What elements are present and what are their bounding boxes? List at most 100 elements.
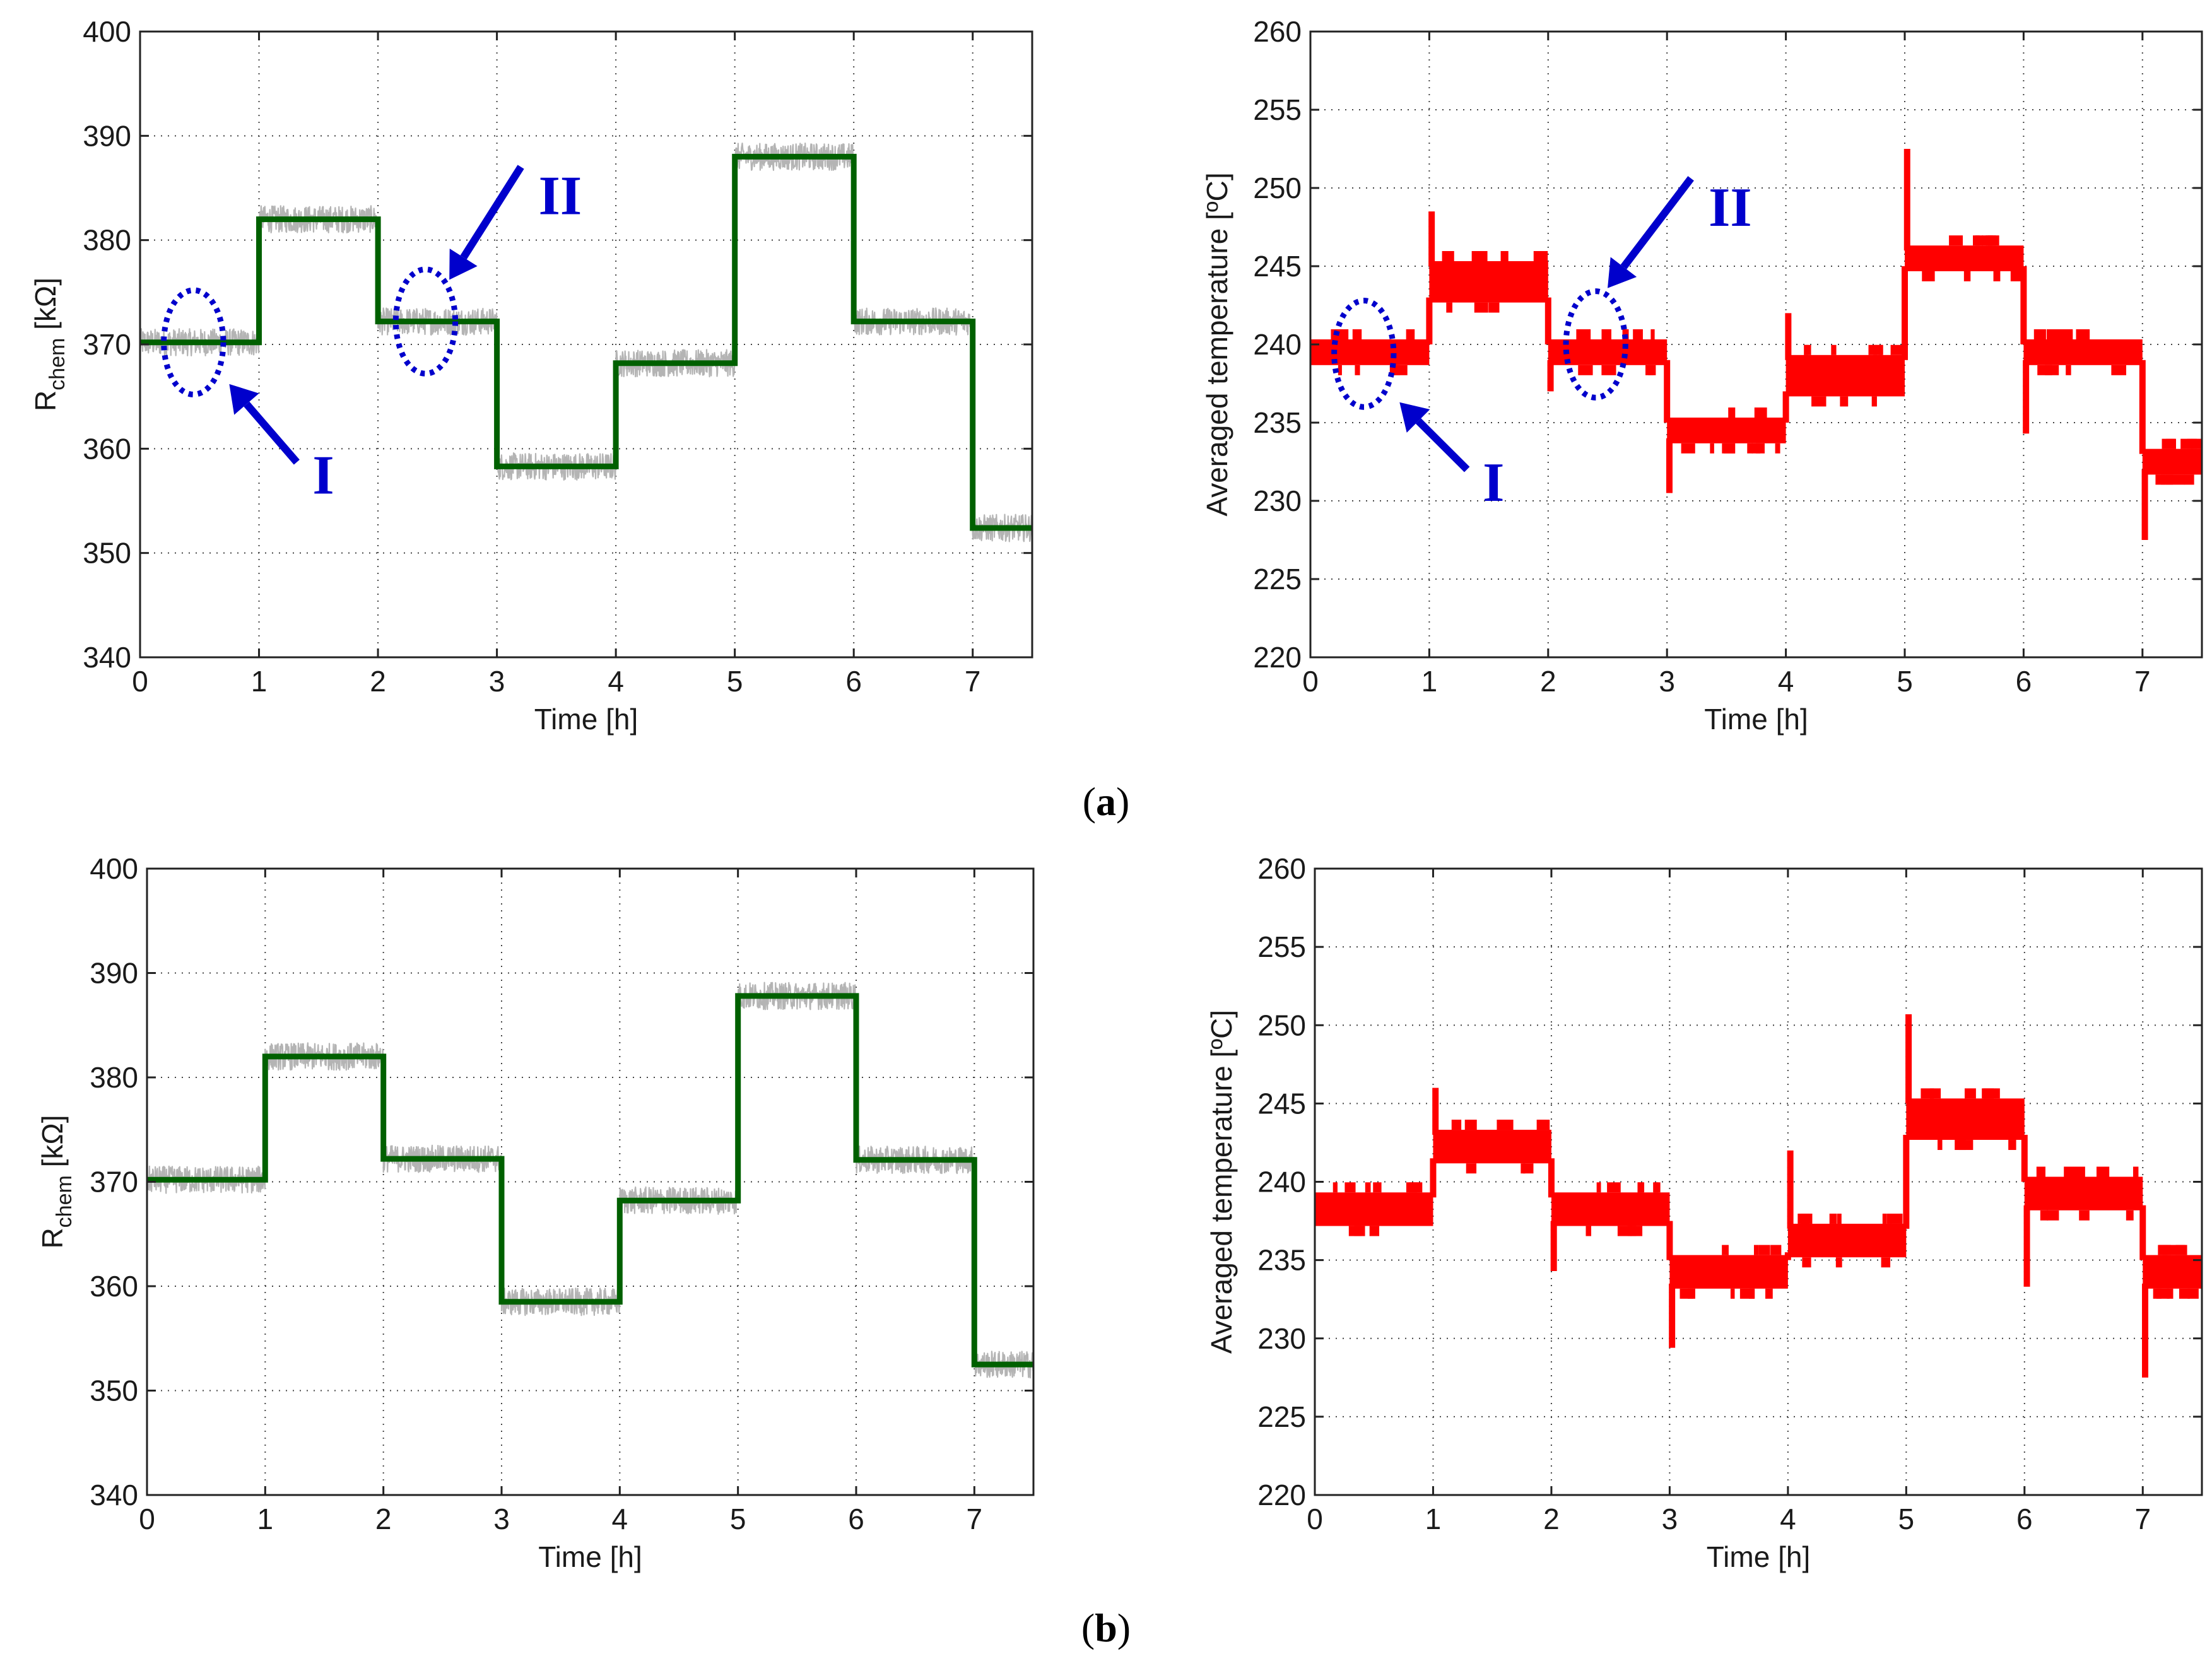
y-tick-label: 225 <box>1253 563 1302 595</box>
temperature-band <box>1551 1192 1670 1226</box>
temperature-flicker <box>1937 1140 1943 1151</box>
temperature-flicker <box>1451 1120 1462 1130</box>
temperature-flicker <box>1541 1120 1550 1130</box>
y-tick-label: 350 <box>83 537 131 570</box>
temperature-spike <box>1666 438 1673 493</box>
temperature-flicker <box>2187 1288 2199 1299</box>
panel-label-close: ) <box>1116 779 1129 824</box>
x-tick-label: 4 <box>612 1503 628 1535</box>
series-filtered-line <box>147 993 1033 1368</box>
temperature-spike <box>1905 1014 1912 1104</box>
temperature-spike <box>2142 1283 2149 1378</box>
x-axis-label: Time [h] <box>538 1540 642 1573</box>
temperature-flicker <box>1993 271 2001 281</box>
y-axis-label-sub: chem <box>52 1175 76 1228</box>
temperature-flicker <box>1637 1182 1645 1193</box>
temperature-band <box>1905 245 2024 271</box>
annotation-label: I <box>312 445 334 507</box>
temperature-flicker <box>1995 1088 2000 1099</box>
annotation-I: I <box>1331 298 1504 513</box>
y-tick-label: 360 <box>90 1270 138 1303</box>
temperature-flicker <box>2066 365 2071 375</box>
temperature-flicker <box>1503 251 1509 261</box>
y-tick-label: 230 <box>1253 484 1302 517</box>
temperature-flicker <box>2111 365 2126 375</box>
y-tick-label: 370 <box>83 328 131 361</box>
temperature-transition <box>1426 297 1433 344</box>
temperature-transition <box>1902 266 1908 360</box>
temperature-flicker <box>1601 365 1616 375</box>
temperature-flicker <box>1722 1245 1729 1255</box>
temperature-flicker <box>1653 1182 1659 1193</box>
temperature-flicker <box>1442 251 1454 261</box>
x-tick-label: 3 <box>1662 1503 1678 1535</box>
y-tick-label: 390 <box>83 119 131 152</box>
chart-b-right: 0 1 2 3 4 5 6 7 220 225 230 235 240 245 250 255 260 Time … <box>1205 852 2203 1573</box>
temperature-spike <box>1787 1150 1794 1229</box>
temperature-flicker <box>1882 1213 1887 1224</box>
y-tick-label: 245 <box>1257 1087 1306 1120</box>
temperature-flicker <box>1635 329 1643 339</box>
temperature-flicker <box>1964 1088 1976 1099</box>
temperature-flicker <box>1681 443 1695 454</box>
plot-area <box>140 32 1032 657</box>
temperature-flicker <box>1710 443 1714 454</box>
temperature-flicker <box>2158 1245 2171 1255</box>
temperature-flicker <box>1831 344 1837 355</box>
temperature-flicker <box>2133 1166 2139 1177</box>
temperature-flicker <box>1578 365 1593 375</box>
temperature-flicker <box>1521 1163 1526 1174</box>
temperature-flicker <box>1585 1226 1592 1236</box>
x-tick-label: 7 <box>2134 665 2151 698</box>
temperature-flicker <box>1730 1288 1735 1299</box>
temperature-flicker <box>1446 302 1453 313</box>
temperature-flicker <box>1466 1163 1477 1174</box>
temperature-flicker <box>1355 365 1360 375</box>
x-tick-label: 2 <box>1540 665 1556 698</box>
temperature-flicker <box>2033 329 2046 339</box>
y-tick-label: 250 <box>1253 172 1302 204</box>
temperature-flicker <box>1811 396 1827 407</box>
y-tick-label: 340 <box>83 641 131 674</box>
x-tick-label: 2 <box>1543 1503 1560 1535</box>
temperature-band <box>2143 1255 2202 1289</box>
annotation-label: II <box>539 166 582 227</box>
temperature-flicker <box>1622 329 1629 339</box>
x-tick-label: 7 <box>965 665 981 698</box>
temperature-flicker <box>2180 438 2194 449</box>
temperature-flicker <box>1765 1288 1773 1299</box>
x-tick-label: 5 <box>1898 1503 1915 1535</box>
temperature-band <box>1787 1223 1907 1258</box>
y-tick-label: 240 <box>1257 1166 1306 1199</box>
temperature-flicker <box>1533 251 1547 261</box>
temperature-flicker <box>1963 271 1971 281</box>
temperature-flicker <box>2079 1210 2090 1221</box>
temperature-transition <box>1903 1135 1910 1229</box>
temperature-flicker <box>1770 1245 1782 1255</box>
temperature-band <box>1669 1255 1788 1289</box>
temperature-transition <box>2139 1205 2146 1260</box>
y-tick-label: 370 <box>90 1166 138 1199</box>
temperature-flicker <box>1406 1182 1418 1193</box>
y-tick-label: 220 <box>1253 641 1302 674</box>
annotation-ellipse <box>161 287 226 397</box>
temperature-flicker <box>2096 1166 2110 1177</box>
x-tick-label: 5 <box>730 1503 746 1535</box>
temperature-transition <box>1782 391 1789 423</box>
temperature-flicker <box>1890 1213 1903 1224</box>
annotation-II: II <box>392 165 582 377</box>
x-tick-label: 0 <box>1302 665 1319 698</box>
temperature-flicker <box>1886 1213 1891 1224</box>
temperature-flicker <box>1464 1120 1477 1130</box>
temperature-transition <box>2139 360 2146 454</box>
temperature-flicker <box>1650 329 1655 339</box>
y-tick-label: 235 <box>1257 1244 1306 1277</box>
temperature-transition <box>1664 360 1671 423</box>
temperature-flicker <box>2036 1166 2045 1177</box>
temperature-flicker <box>1881 1257 1891 1268</box>
temperature-flicker <box>1728 407 1736 418</box>
x-tick-label: 0 <box>139 1503 155 1535</box>
series-temperature <box>1315 1014 2202 1378</box>
temperature-band <box>2023 339 2143 365</box>
